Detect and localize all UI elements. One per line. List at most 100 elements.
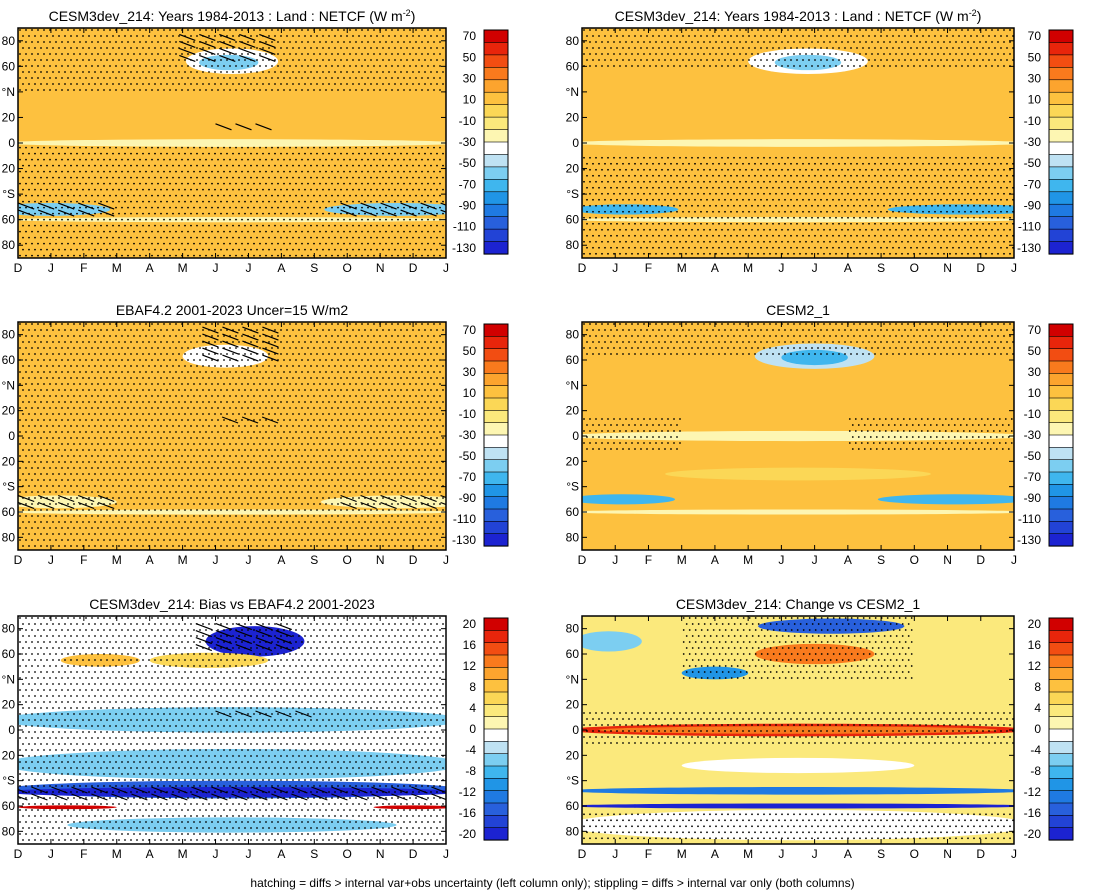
stipple-dot (154, 224, 156, 227)
stipple-dot (232, 200, 234, 203)
stipple-dot (844, 35, 846, 37)
stipple-dot (934, 234, 936, 237)
stipple-dot (394, 236, 396, 239)
stipple-dot (784, 59, 786, 61)
stipple-dot (928, 210, 930, 213)
stipple-dot (691, 156, 693, 159)
stipple-dot (193, 206, 195, 209)
stipple-dot (793, 228, 795, 231)
stipple-dot (205, 41, 207, 43)
stipple-dot (709, 192, 711, 195)
stipple-dot (298, 200, 300, 203)
colorbar-label: 70 (1028, 29, 1042, 43)
stipple-dot (415, 41, 417, 43)
stipple-dot (763, 192, 765, 195)
stipple-dot (55, 41, 57, 43)
stipple-dot (193, 182, 195, 185)
x-tick-label: S (310, 261, 318, 275)
stipple-dot (943, 65, 945, 67)
stipple-dot (439, 335, 441, 337)
stipple-dot (76, 200, 78, 203)
stipple-dot (388, 365, 390, 367)
stipple-dot (157, 323, 159, 325)
stipple-dot (832, 47, 834, 49)
stipple-dot (862, 174, 864, 177)
stipple-dot (157, 242, 159, 245)
stipple-dot (931, 204, 933, 207)
stipple-dot (337, 359, 339, 361)
stipple-dot (304, 35, 306, 37)
stipple-dot (199, 65, 201, 67)
stipple-dot (367, 41, 369, 43)
x-tick-label: F (645, 261, 652, 275)
stipple-dot (136, 152, 138, 155)
stipple-dot (295, 242, 297, 245)
stipple-dot (769, 53, 771, 55)
stipple-dot (379, 77, 381, 79)
stipple-dot (55, 371, 57, 373)
colorbar-label: -10 (459, 114, 477, 128)
stipple-dot (58, 164, 60, 167)
stipple-dot (82, 83, 84, 85)
stipple-dot (298, 377, 300, 379)
stipple-dot (373, 77, 375, 79)
stipple-dot (64, 389, 66, 391)
stipple-dot (781, 228, 783, 231)
stipple-dot (34, 248, 36, 251)
stipple-dot (829, 156, 831, 159)
stipple-dot (19, 206, 21, 209)
stipple-dot (301, 89, 303, 91)
stipple-dot (184, 47, 186, 49)
stipple-dot (202, 236, 204, 239)
stipple-dot (382, 365, 384, 367)
stipple-dot (202, 71, 204, 73)
stipple-dot (877, 228, 879, 231)
stipple-dot (145, 158, 147, 161)
stipple-dot (391, 170, 393, 173)
stipple-dot (985, 41, 987, 43)
heatmap-region (774, 54, 842, 71)
hatch-line (77, 202, 95, 210)
stipple-dot (439, 194, 441, 197)
stipple-dot (244, 71, 246, 73)
stipple-dot (337, 323, 339, 325)
stipple-dot (151, 65, 153, 67)
stipple-dot (352, 329, 354, 331)
stipple-dot (331, 323, 333, 325)
stipple-dot (811, 41, 813, 43)
stipple-dot (106, 353, 108, 355)
stipple-dot (262, 365, 264, 367)
stipple-dot (439, 230, 441, 233)
stipple-dot (955, 180, 957, 183)
hatch-line (259, 47, 276, 55)
stipple-dot (19, 323, 21, 325)
stipple-dot (976, 198, 978, 201)
stipple-dot (133, 254, 135, 257)
stipple-dot (73, 230, 75, 233)
stipple-dot (106, 341, 108, 343)
stipple-dot (223, 383, 225, 385)
stipple-dot (181, 170, 183, 173)
stipple-dot (349, 170, 351, 173)
stipple-dot (61, 194, 63, 197)
stipple-dot (385, 29, 387, 31)
stipple-dot (985, 240, 987, 243)
stipple-dot (400, 152, 402, 155)
stipple-dot (625, 156, 627, 159)
stipple-dot (304, 353, 306, 355)
stipple-dot (250, 47, 252, 49)
stipple-dot (727, 180, 729, 183)
stipple-dot (670, 234, 672, 237)
stipple-dot (352, 188, 354, 191)
stipple-dot (79, 170, 81, 173)
stipple-dot (130, 248, 132, 251)
stipple-dot (25, 65, 27, 67)
stipple-dot (697, 192, 699, 195)
stipple-dot (649, 180, 651, 183)
stipple-dot (583, 228, 585, 231)
stipple-dot (424, 176, 426, 179)
stipple-dot (820, 59, 822, 61)
stipple-dot (757, 53, 759, 55)
colorbar-label: 70 (463, 29, 477, 43)
stipple-dot (70, 377, 72, 379)
